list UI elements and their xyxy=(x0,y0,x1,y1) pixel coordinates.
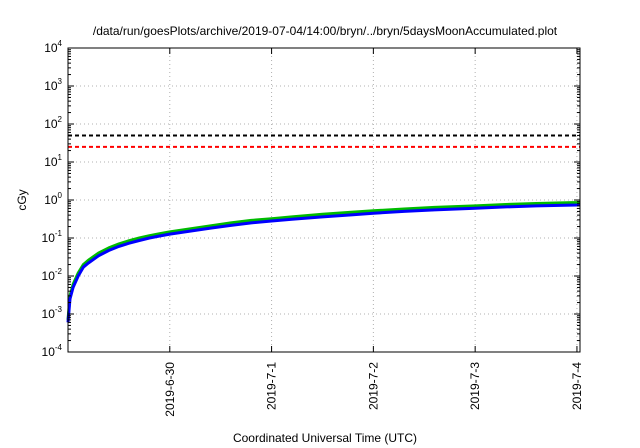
y-tick-label: 101 xyxy=(44,153,62,169)
x-tick-label: 2019-7-2 xyxy=(366,362,380,410)
x-tick-labels: 2019-6-30 2019-7-1 2019-7-2 2019-7-3 2019-7-… xyxy=(163,362,584,417)
x-axis-label: Coordinated Universal Time (UTC) xyxy=(233,431,417,445)
y-tick-label: 102 xyxy=(44,115,62,131)
x-tick-label: 2019-7-1 xyxy=(265,362,279,410)
y-tick-label: 10-1 xyxy=(42,229,63,245)
series-lines xyxy=(66,200,581,323)
grid xyxy=(68,48,580,352)
y-tick-label: 103 xyxy=(44,77,62,93)
chart-title: /data/run/goesPlots/archive/2019-07-04/1… xyxy=(93,24,558,38)
y-tick-label: 10-2 xyxy=(42,267,63,283)
y-axis-label: cGy xyxy=(15,189,29,210)
y-tick-label: 104 xyxy=(44,39,62,55)
y-tick-labels: 10-4 10-3 10-2 10-1 100 101 102 103 104 xyxy=(42,39,63,359)
y-tick-label: 10-3 xyxy=(42,305,63,321)
x-tick-label: 2019-7-4 xyxy=(570,362,584,410)
series-line xyxy=(66,203,581,323)
reference-lines xyxy=(68,134,580,148)
x-tick-label: 2019-6-30 xyxy=(163,362,177,417)
axis-ticks xyxy=(68,47,580,353)
x-tick-label: 2019-7-3 xyxy=(468,362,482,410)
y-tick-label: 10-4 xyxy=(42,343,63,359)
y-tick-label: 100 xyxy=(44,191,62,207)
series-line xyxy=(66,200,581,321)
